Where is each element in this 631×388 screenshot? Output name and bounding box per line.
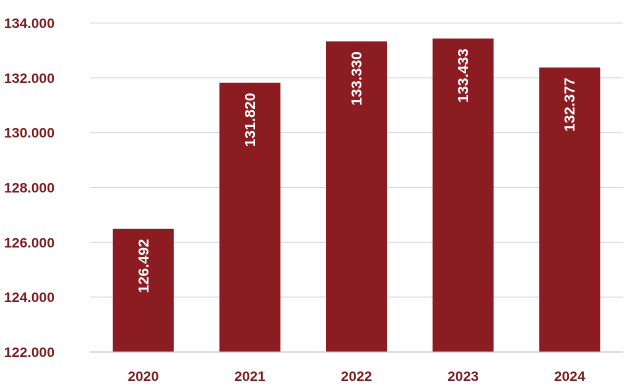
y-tick-label: 132.000 [4,70,55,86]
y-tick-label: 134.000 [4,15,55,31]
data-label: 131.820 [242,93,259,147]
bar [326,41,387,352]
y-tick-label: 128.000 [4,180,55,196]
x-tick-label: 2024 [554,368,585,384]
data-label: 132.377 [562,77,579,131]
bar [432,38,494,352]
y-axis-tick-labels: 122.000 124.000 126.000 128.000 130.000 132.0… [4,15,55,360]
y-tick-label: 124.000 [4,289,55,305]
bar [219,82,281,352]
y-tick-label: 130.000 [4,125,55,141]
data-label: 126.492 [135,239,152,293]
x-tick-label: 2023 [448,368,479,384]
bars [112,38,601,352]
bar [112,228,174,352]
y-tick-label: 126.000 [4,234,55,250]
data-label: 133.330 [349,51,366,105]
x-tick-label: 2021 [234,368,265,384]
x-tick-label: 2022 [341,368,372,384]
data-label: 133.433 [455,49,472,103]
y-tick-label: 122.000 [4,344,55,360]
bar [539,67,601,352]
x-axis-tick-labels: 2020 2021 2022 2023 2024 [128,368,586,384]
data-labels: 126.492 131.820 133.330 133.433 132.377 [135,49,578,294]
x-tick-label: 2020 [128,368,159,384]
